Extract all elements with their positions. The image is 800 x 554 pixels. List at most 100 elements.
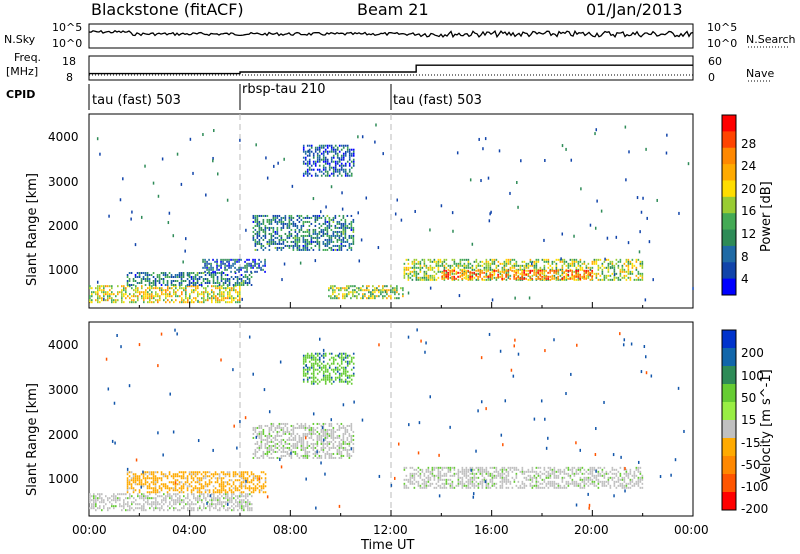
power-region-3-cell [334,236,337,239]
power-region-3-cell [308,230,311,233]
power-region-7-cell [533,271,535,274]
velocity-region-1-cell [178,487,181,490]
power-region-3-cell [334,224,337,227]
power-region-6-cell [527,278,530,281]
velocity-region-4-cell [501,482,504,485]
velocity-region-2-cell [292,424,295,427]
velocity-region-1-cell [238,479,241,482]
power-cbar-tick-20: 20 [741,182,757,196]
power-region-6-cell [515,278,518,281]
velocity-region-4-cell [585,470,588,473]
velocity-region-1-cell [178,475,181,478]
power-region-6-cell [467,274,470,277]
power-region-0-cell [103,291,105,294]
velocity-region-2-cell [322,424,325,427]
power-region-4-cell [316,158,319,161]
velocity-region-2-cell [300,444,303,447]
vel-ytick-1000: 1000 [48,472,79,486]
velocity-region-3-cell [306,376,309,379]
velocity-region-3-cell [352,374,355,377]
velocity-region-0-cell [103,499,105,502]
velocity-region-1-cell [152,481,155,484]
power-region-4-cell [350,154,353,157]
power-region-0-cell [97,295,99,298]
power-region-0-cell [97,293,99,296]
velocity-region-2-cell [346,428,349,431]
power-region-2-cell [228,262,230,265]
power-region-0-cell [193,291,195,294]
velocity-region-4-cell [573,484,576,487]
velocity-region-3-cell [338,374,341,377]
velocity-region-2-cell [276,424,279,427]
power-region-1-cell [128,272,131,275]
velocity-region-0-cell [151,503,153,506]
velocity-region-3-cell [314,360,317,363]
power-region-2-cell [232,264,234,267]
velocity-region-2-cell [266,452,269,455]
power-region-6-cell [595,274,598,277]
power-region-0-cell [129,301,131,304]
power-region-1-cell [188,276,191,279]
velocity-region-2-cell [294,446,297,449]
velocity-region-1-cell [226,483,229,486]
power-region-0-cell [193,289,195,292]
power-region-2-cell [218,268,220,271]
power-region-6-cell [615,258,618,261]
velocity-region-1-cell [164,483,167,486]
power-region-7-cell [539,277,541,280]
velocity-region-4-cell [567,468,570,471]
power-region-0-cell [223,293,225,296]
velocity-region-0-cell [227,497,229,500]
power-region-2-cell [238,266,240,269]
power-region-6-cell [531,264,534,267]
velocity-region-2-cell [346,442,349,445]
velocity-region-0-cell [225,497,227,500]
power-region-2-cell [252,266,254,269]
velocity-region-0-cell [177,499,179,502]
power-region-6-cell [605,274,608,277]
power-region-6-cell [443,258,446,261]
velocity-region-4-cell [571,480,574,483]
power-region-0-cell [181,297,183,300]
velocity-region-2-cell [312,452,315,455]
power-region-6-cell [591,278,594,281]
power-region-0-cell [203,295,205,298]
velocity-region-2-cell [260,436,263,439]
velocity-region-4-cell [601,468,604,471]
power-region-1-cell [210,272,213,275]
power-region-0-cell [237,301,239,304]
velocity-region-0-cell [251,503,253,506]
power-region-3-cell [254,220,257,223]
power-region-0-cell [97,299,99,302]
power-region-3-cell [258,240,261,243]
power-region-7-cell [497,275,499,278]
velocity-region-1-cell [218,477,221,480]
power-region-0-cell [101,289,103,292]
power-region-6-cell [615,262,618,265]
velocity-region-2-cell [286,452,289,455]
power-region-1-cell [246,276,249,279]
velocity-region-4-cell [547,466,550,469]
power-region-0-cell [141,287,143,290]
velocity-region-1-cell [182,471,185,474]
power-region-7-cell [479,271,481,274]
velocity-region-4-cell [477,486,480,489]
power-region-5-cell [378,289,380,292]
power-region-0-cell [159,295,161,298]
power-region-1-cell [226,280,229,283]
power-region-6-cell [641,278,644,281]
velocity-region-3-cell [342,372,345,375]
velocity-region-2-cell [308,454,311,457]
velocity-region-2-cell [262,452,265,455]
velocity-region-3-cell [342,356,345,359]
velocity-region-4-cell [427,466,430,469]
power-region-6-cell [463,268,466,271]
velocity-region-2-cell [312,428,315,431]
velocity-region-0-cell [231,497,233,500]
power-region-0-cell [201,297,203,300]
power-region-6-cell [437,260,440,263]
power-region-6-cell [463,276,466,279]
velocity-region-4-cell [477,482,480,485]
velocity-region-1-cell [150,477,153,480]
power-region-3-cell [336,230,339,233]
